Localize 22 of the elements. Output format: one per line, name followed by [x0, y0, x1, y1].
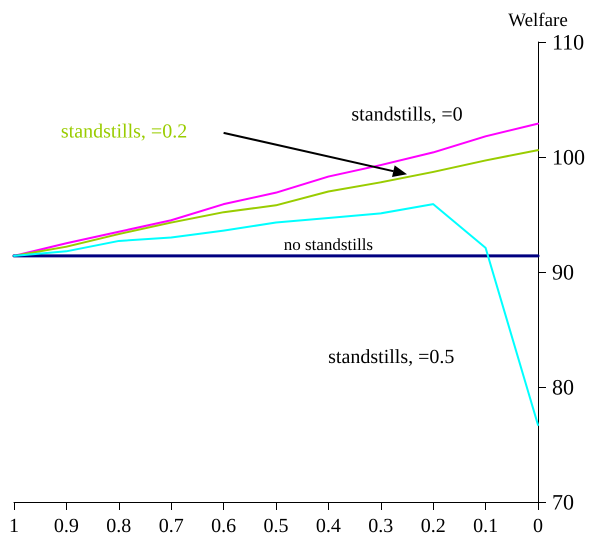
series-label: standstills, =0 — [351, 103, 463, 126]
y-tick-label: 80 — [552, 374, 574, 400]
x-tick-label: 0.5 — [264, 515, 288, 537]
y-tick-label: 100 — [552, 144, 585, 170]
y-axis-title: Welfare — [508, 10, 568, 31]
y-tick-label: 90 — [552, 260, 574, 284]
text: standstills, =0.2 — [60, 120, 188, 143]
x-tick-label: 0.8 — [106, 515, 132, 537]
text: standstills, =0.5 — [328, 346, 454, 368]
y-tick-label: 110 — [552, 30, 584, 54]
x-tick-label: 0 — [533, 515, 543, 537]
x-tick-label: 1 — [9, 515, 19, 537]
x-tick-label: 0.4 — [316, 515, 341, 537]
x-tick-label: 0.9 — [54, 515, 79, 537]
y-tick-label: 70 — [552, 490, 574, 514]
x-tick-label: 0.2 — [420, 515, 446, 537]
line-series — [13, 203, 539, 426]
series-label: no standstills — [284, 234, 374, 254]
x-tick-label: 0.6 — [211, 515, 236, 537]
x-tick-label: 0.7 — [158, 515, 184, 537]
x-tick-label: 0.1 — [473, 515, 498, 537]
x-tick-label: 0.3 — [368, 515, 394, 537]
